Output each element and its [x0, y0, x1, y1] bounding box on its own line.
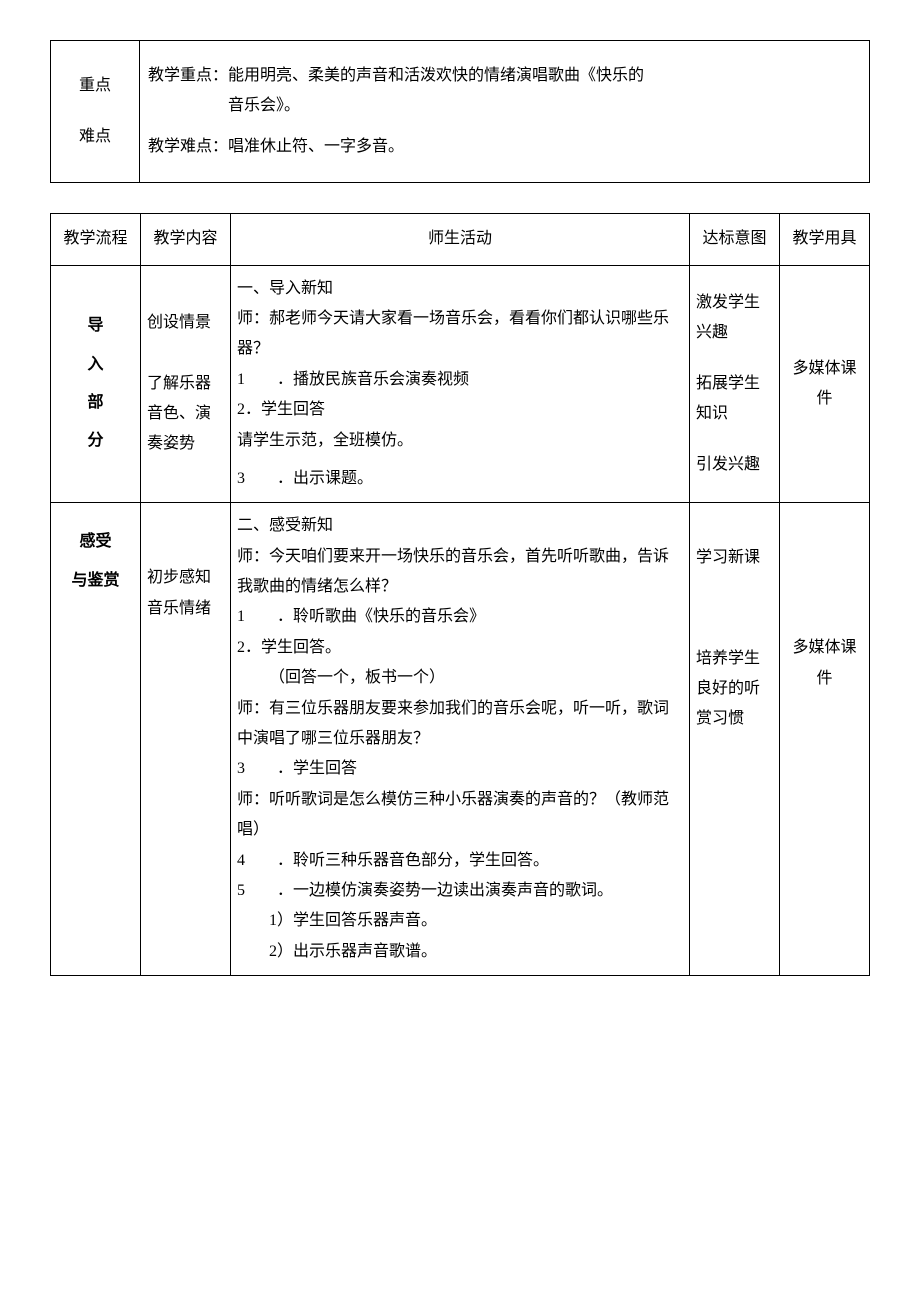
tool-appreciate-cell: 多媒体课件	[780, 503, 870, 976]
content-line: 初步感知音乐情绪	[147, 563, 224, 624]
activity-line: 师：郝老师今天请大家看一场音乐会，看看你们都认识哪些乐器？	[237, 304, 683, 365]
header-content: 教学内容	[141, 214, 231, 265]
emphasis-difficulty-table: 重点 难点 教学重点：能用明亮、柔美的声音和活泼欢快的情绪演唱歌曲《快乐的 音乐…	[50, 40, 870, 183]
activity-line: 2．学生回答	[237, 395, 683, 425]
activity-line: 师：听听歌词是怎么模仿三种小乐器演奏的声音的？（教师范唱）	[237, 785, 683, 846]
activity-appreciate-cell: 二、感受新知 师：今天咱们要来开一场快乐的音乐会，首先听听歌曲，告诉我歌曲的情绪…	[231, 503, 690, 976]
table-header-row: 教学流程 教学内容 师生活动 达标意图 教学用具	[51, 214, 870, 265]
activity-line: 3 ．出示课题。	[237, 464, 683, 494]
goal-line: 引发兴趣	[696, 450, 773, 480]
content-line: 创设情景	[147, 308, 224, 338]
flow-intro-cell: 导 入 部 分	[51, 265, 141, 503]
lesson-plan-table: 教学流程 教学内容 师生活动 达标意图 教学用具 导 入 部 分 创设情景 了解…	[50, 213, 870, 976]
activity-line: 1）学生回答乐器声音。	[237, 906, 683, 936]
activity-title: 一、导入新知	[237, 274, 683, 304]
activity-line: 4 ．聆听三种乐器音色部分，学生回答。	[237, 846, 683, 876]
activity-line: 请学生示范，全班模仿。	[237, 426, 683, 456]
flow-line: 与鉴赏	[57, 562, 134, 600]
teaching-emphasis-line1: 教学重点：能用明亮、柔美的声音和活泼欢快的情绪演唱歌曲《快乐的	[148, 61, 861, 91]
goal-line: 学习新课	[696, 543, 773, 573]
header-activity: 师生活动	[231, 214, 690, 265]
content-line: 了解乐器音色、演奏姿势	[147, 369, 224, 460]
activity-line: （回答一个，板书一个）	[237, 663, 683, 693]
activity-line: 师：有三位乐器朋友要来参加我们的音乐会呢，听一听，歌词中演唱了哪三位乐器朋友？	[237, 694, 683, 755]
flow-char: 分	[57, 422, 134, 460]
emphasis-difficulty-content-cell: 教学重点：能用明亮、柔美的声音和活泼欢快的情绪演唱歌曲《快乐的 音乐会》。 教学…	[140, 41, 870, 183]
content-intro-cell: 创设情景 了解乐器音色、演奏姿势	[141, 265, 231, 503]
difficulty-label: 难点	[57, 122, 133, 152]
header-tool: 教学用具	[780, 214, 870, 265]
flow-char: 入	[57, 346, 134, 384]
flow-line: 感受	[57, 523, 134, 561]
emphasis-label: 重点	[57, 71, 133, 101]
tool-intro-cell: 多媒体课件	[780, 265, 870, 503]
flow-char: 部	[57, 384, 134, 422]
activity-title: 二、感受新知	[237, 511, 683, 541]
teaching-difficulty: 教学难点：唱准休止符、一字多音。	[148, 132, 861, 162]
activity-line: 2．学生回答。	[237, 633, 683, 663]
goal-line: 拓展学生知识	[696, 369, 773, 430]
content-appreciate-cell: 初步感知音乐情绪	[141, 503, 231, 976]
flow-char: 导	[57, 307, 134, 345]
header-flow: 教学流程	[51, 214, 141, 265]
activity-line: 2）出示乐器声音歌谱。	[237, 937, 683, 967]
emphasis-difficulty-label-cell: 重点 难点	[51, 41, 140, 183]
activity-line: 师：今天咱们要来开一场快乐的音乐会，首先听听歌曲，告诉我歌曲的情绪怎么样？	[237, 542, 683, 603]
flow-appreciate-cell: 感受 与鉴赏	[51, 503, 141, 976]
table-row: 导 入 部 分 创设情景 了解乐器音色、演奏姿势 一、导入新知 师：郝老师今天请…	[51, 265, 870, 503]
teaching-emphasis-line2: 音乐会》。	[148, 91, 861, 121]
activity-line: 1 ．聆听歌曲《快乐的音乐会》	[237, 602, 683, 632]
activity-line: 5 ．一边模仿演奏姿势一边读出演奏声音的歌词。	[237, 876, 683, 906]
goal-line: 培养学生良好的听赏习惯	[696, 644, 773, 735]
goal-line: 激发学生兴趣	[696, 288, 773, 349]
table-row: 感受 与鉴赏 初步感知音乐情绪 二、感受新知 师：今天咱们要来开一场快乐的音乐会…	[51, 503, 870, 976]
activity-line: 1 ．播放民族音乐会演奏视频	[237, 365, 683, 395]
activity-line: 3 ．学生回答	[237, 754, 683, 784]
goal-intro-cell: 激发学生兴趣 拓展学生知识 引发兴趣	[690, 265, 780, 503]
header-goal: 达标意图	[690, 214, 780, 265]
activity-intro-cell: 一、导入新知 师：郝老师今天请大家看一场音乐会，看看你们都认识哪些乐器？ 1 ．…	[231, 265, 690, 503]
goal-appreciate-cell: 学习新课 培养学生良好的听赏习惯	[690, 503, 780, 976]
